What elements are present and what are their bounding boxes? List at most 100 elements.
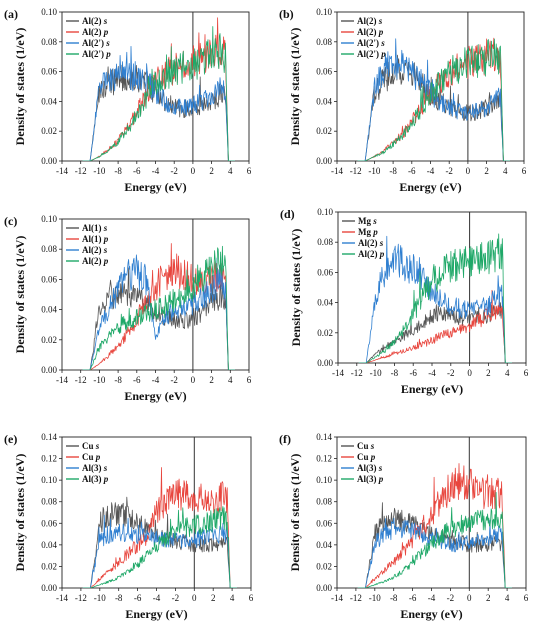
legend-entry: Al(2') p	[82, 49, 111, 59]
x-tick-label: 0	[191, 375, 196, 385]
x-tick-label: -14	[331, 593, 343, 603]
series-line	[358, 289, 512, 363]
series-line	[82, 243, 235, 370]
y-tick-label: 0.04	[316, 540, 332, 550]
series-line	[82, 245, 235, 370]
x-tick-label: -6	[133, 166, 141, 176]
x-tick-label: 4	[505, 368, 510, 378]
chart-panel: -14 -12 -10 -8 -6 -4 -2 0 2 4 6 0.00 0.02 0.04 0.06 0.0…	[279, 7, 527, 194]
y-tick-label: 0.12	[41, 454, 57, 464]
y-tick-label: 0.08	[316, 497, 332, 507]
y-tick-label: 0.02	[41, 335, 57, 345]
series-group	[82, 17, 235, 161]
y-tick-label: 0.10	[41, 214, 57, 224]
y-tick-label: 0.00	[316, 583, 332, 593]
x-tick-label: -4	[152, 375, 160, 385]
y-tick-label: 0.10	[316, 7, 332, 17]
x-axis-label: Energy (eV)	[124, 389, 186, 403]
y-tick-label: 0.06	[41, 67, 57, 77]
x-axis-label: Energy (eV)	[399, 180, 461, 194]
y-tick-label: 0.06	[316, 518, 332, 528]
y-tick-label: 0.06	[316, 67, 332, 77]
x-tick-label: 6	[247, 166, 252, 176]
y-tick-label: 0.08	[41, 244, 57, 254]
x-tick-label: -2	[447, 368, 455, 378]
legend: Cu sCu pAl(3) sAl(3) p	[66, 441, 109, 484]
series-line	[358, 233, 512, 363]
chart-panel: -14 -12 -10 -8 -6 -4 -2 0 2 4 6 0.00 0.02 0.04 0.06 0.0…	[4, 214, 252, 403]
x-tick-label: -2	[447, 593, 455, 603]
x-tick-label: -14	[56, 375, 68, 385]
y-tick-label: 0.10	[41, 7, 57, 17]
legend-entry: Al(3) p	[82, 474, 109, 484]
x-tick-label: 2	[486, 368, 491, 378]
legend-entry: Mg s	[358, 216, 377, 226]
legend-entry: Al(3) s	[82, 463, 108, 473]
x-tick-label: -10	[369, 593, 381, 603]
panel-label: (c)	[4, 214, 17, 228]
legend-entry: Cu p	[357, 452, 376, 462]
x-tick-label: -10	[93, 166, 105, 176]
x-tick-label: -6	[408, 166, 416, 176]
series-line	[357, 502, 512, 588]
y-tick-label: 0.02	[41, 126, 57, 136]
series-group	[358, 233, 512, 363]
y-tick-label: 0.02	[316, 561, 332, 571]
x-tick-label: -2	[170, 166, 178, 176]
legend-entry: Al(1) p	[82, 234, 109, 244]
y-axis-label: Density of states (1/eV)	[13, 28, 27, 146]
x-tick-label: -8	[115, 593, 123, 603]
x-tick-label: 2	[484, 166, 489, 176]
x-tick-label: -10	[94, 593, 106, 603]
series-line	[82, 26, 235, 161]
legend-entry: Al(2) s	[82, 16, 108, 26]
x-tick-label: -4	[152, 166, 160, 176]
chart-panel: -14 -12 -10 -8 -6 -4 -2 0 2 4 6 0.00 0.02 0.04 0.06 0.0…	[280, 207, 529, 396]
y-tick-label: 0.06	[41, 518, 57, 528]
panel-label: (f)	[279, 432, 291, 446]
x-tick-label: -8	[389, 166, 397, 176]
x-tick-label: 6	[522, 166, 527, 176]
panel-label: (b)	[279, 7, 294, 21]
y-tick-label: 0.04	[41, 540, 57, 550]
panel-label: (d)	[280, 207, 295, 221]
series-line	[357, 517, 512, 588]
y-tick-label: 0.04	[316, 96, 332, 106]
x-tick-label: 6	[249, 593, 254, 603]
x-axis-label: Energy (eV)	[400, 607, 462, 621]
y-tick-label: 0.02	[317, 328, 333, 338]
x-tick-label: 4	[228, 166, 233, 176]
x-tick-label: -10	[370, 368, 382, 378]
x-tick-label: -14	[56, 593, 68, 603]
y-axis-label: Density of states (1/eV)	[288, 454, 302, 572]
x-tick-label: -8	[391, 368, 399, 378]
x-tick-label: 0	[467, 593, 472, 603]
x-tick-label: -8	[390, 593, 398, 603]
x-tick-label: 0	[467, 368, 472, 378]
series-line	[82, 467, 237, 588]
y-tick-label: 0.10	[316, 475, 332, 485]
legend-entry: Cu s	[357, 441, 375, 451]
chart-panel: -14 -12 -10 -8 -6 -4 -2 0 2 4 6 0.00 0.02 0.04 0.06 0.0…	[279, 432, 529, 621]
x-tick-label: -12	[75, 166, 87, 176]
x-tick-label: 2	[209, 375, 214, 385]
x-tick-label: -14	[331, 166, 343, 176]
y-tick-label: 0.00	[317, 358, 333, 368]
x-tick-label: -4	[428, 368, 436, 378]
y-axis-label: Density of states (1/eV)	[289, 229, 303, 347]
x-tick-label: 6	[524, 593, 529, 603]
legend-entry: Al(2) s	[82, 245, 108, 255]
x-tick-label: 0	[191, 166, 196, 176]
x-tick-label: -4	[428, 593, 436, 603]
x-axis-label: Energy (eV)	[401, 382, 463, 396]
y-tick-label: 0.08	[317, 237, 333, 247]
y-axis-label: Density of states (1/eV)	[288, 28, 302, 146]
legend-entry: Al(2) p	[357, 27, 384, 37]
series-line	[82, 64, 235, 161]
x-tick-label: -6	[133, 375, 141, 385]
y-tick-label: 0.04	[317, 298, 333, 308]
chart-panel: -14 -12 -10 -8 -6 -4 -2 0 2 4 6 0.00 0.02 0.04 0.06 0.0…	[4, 432, 254, 621]
y-tick-label: 0.04	[41, 305, 57, 315]
x-tick-label: -6	[409, 593, 417, 603]
legend-entry: Al(2') s	[82, 38, 110, 48]
